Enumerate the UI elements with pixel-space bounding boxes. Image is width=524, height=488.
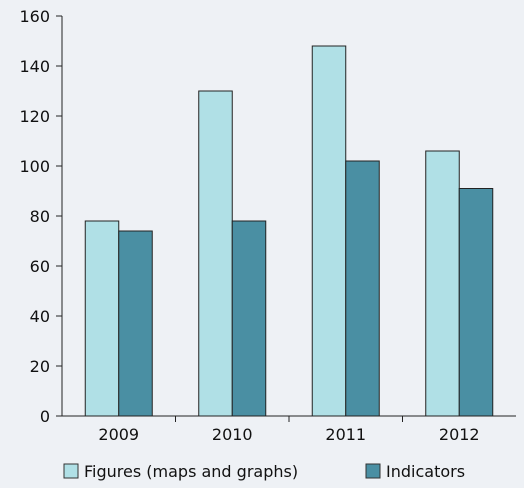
legend-label-figures: Figures (maps and graphs) <box>84 462 298 481</box>
bar-figures-2012 <box>425 150 460 417</box>
bar-indicators-2012 <box>458 188 494 417</box>
x-tick-label: 2009 <box>98 425 139 444</box>
x-tick-label: 2010 <box>212 425 253 444</box>
bars <box>84 45 494 417</box>
y-tick-label: 40 <box>30 307 50 326</box>
bar-figures-2011 <box>311 45 347 417</box>
y-tick-label: 0 <box>40 407 50 426</box>
x-axis: 2009 2010 2011 2012 <box>62 415 516 444</box>
y-axis: 0 20 40 60 80 100 120 140 160 <box>19 7 63 426</box>
x-tick-label: 2012 <box>439 425 480 444</box>
y-tick-label: 120 <box>19 107 50 126</box>
y-tick-label: 100 <box>19 157 50 176</box>
legend-swatch-figures <box>63 463 79 479</box>
y-tick-label: 60 <box>30 257 50 276</box>
legend-swatch-indicators <box>365 463 381 479</box>
bar-figures-2009 <box>84 220 120 417</box>
legend: Figures (maps and graphs) Indicators <box>63 462 465 481</box>
bar-indicators-2010 <box>231 220 267 417</box>
y-tick-label: 140 <box>19 57 50 76</box>
y-tick-label: 80 <box>30 207 50 226</box>
bar-figures-2010 <box>198 90 233 417</box>
x-tick-label: 2011 <box>325 425 366 444</box>
y-tick-label: 20 <box>30 357 50 376</box>
bar-indicators-2011 <box>345 160 380 417</box>
y-tick-label: 160 <box>19 7 50 26</box>
legend-label-indicators: Indicators <box>386 462 465 481</box>
bar-indicators-2009 <box>118 230 153 417</box>
